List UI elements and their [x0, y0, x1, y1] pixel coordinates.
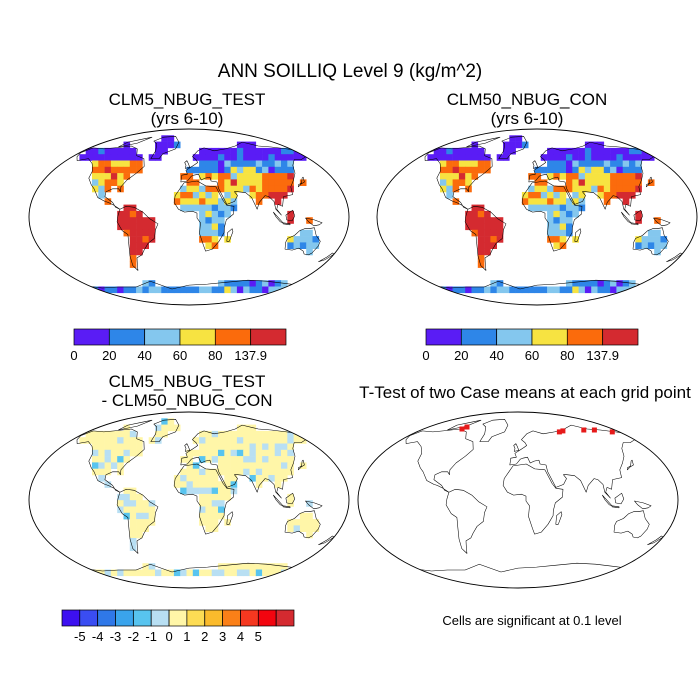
colorbar-tick-label: 137.9: [586, 348, 619, 363]
colorbar-box: [531, 328, 568, 346]
colorbar-box: [150, 609, 170, 627]
main-title: ANN SOILLIQ Level 9 (kg/m^2): [217, 61, 483, 82]
colorbar-box: [97, 609, 116, 627]
panel-title-control-line2: (yrs 6-10): [490, 109, 564, 129]
map-ttest: [357, 411, 679, 589]
colorbar-box: [186, 609, 206, 627]
panel-title-control: CLM50_NBUG_CON (yrs 6-10): [362, 90, 692, 128]
colorbar-box: [115, 609, 134, 627]
colorbar-test: 0 20 40 60 80 137.9: [70, 328, 287, 363]
colorbar-box: [425, 328, 462, 346]
colorbar-tick-label: 60: [525, 348, 539, 363]
colorbar-tick-label: 80: [560, 348, 574, 363]
colorbar-box: [61, 609, 81, 627]
colorbar-tick-label: 137.9: [234, 348, 267, 363]
colorbar-tick-label: 1: [183, 629, 190, 644]
panel-title-control-line1: CLM50_NBUG_CON: [446, 90, 608, 109]
colorbar-box: [566, 328, 603, 346]
colorbar-box: [240, 609, 259, 627]
colorbar-tick-label: 0: [70, 348, 77, 363]
colorbar-tick-label: 0: [165, 629, 172, 644]
colorbar-box: [496, 328, 533, 346]
panel-title-difference-line2: - CLM50_NBUG_CON: [101, 391, 273, 411]
colorbar-box: [602, 328, 639, 346]
colorbar-box: [179, 328, 216, 346]
panel-title-ttest: T-Test of two Case means at each grid po…: [359, 383, 691, 402]
map-control: [376, 128, 698, 306]
colorbar-tick-label: 60: [173, 348, 187, 363]
colorbar-box: [222, 609, 241, 627]
colorbar-tick-label: -4: [92, 629, 104, 644]
colorbar-box: [144, 328, 181, 346]
colorbar-tick-label: -5: [74, 629, 86, 644]
colorbar-box: [257, 609, 277, 627]
colorbar-tick-label: 5: [255, 629, 262, 644]
panel-title-difference: CLM5_NBUG_TEST - CLM50_NBUG_CON: [22, 372, 352, 410]
colorbar-box: [275, 609, 295, 627]
colorbar-tick-label: 40: [137, 348, 151, 363]
significance-note: Cells are significant at 0.1 level: [442, 613, 622, 628]
colorbar-tick-label: 20: [454, 348, 468, 363]
colorbar-control: 0 20 40 60 80 137.9: [422, 328, 639, 363]
colorbar-tick-label: -2: [128, 629, 140, 644]
colorbar-tick-label: 20: [102, 348, 116, 363]
colorbar-box: [460, 328, 497, 346]
map-difference: [28, 411, 350, 589]
colorbar-tick-label: 3: [219, 629, 226, 644]
colorbar-difference: -5 -4 -3 -2 -1 0 1 2 3 4 5: [61, 609, 295, 644]
panel-title-difference-line1: CLM5_NBUG_TEST: [108, 372, 266, 391]
colorbar-box: [250, 328, 287, 346]
colorbar-tick-label: 40: [489, 348, 503, 363]
colorbar-tick-label: -3: [110, 629, 122, 644]
colorbar-tick-label: 80: [208, 348, 222, 363]
colorbar-tick-label: 0: [422, 348, 429, 363]
colorbar-box: [108, 328, 145, 346]
colorbar-box: [133, 609, 152, 627]
map-test: [28, 128, 350, 306]
panel-title-test-line2: (yrs 6-10): [150, 109, 224, 129]
colorbar-box: [214, 328, 251, 346]
colorbar-tick-label: 4: [237, 629, 244, 644]
panel-title-test-line1: CLM5_NBUG_TEST: [108, 90, 266, 109]
colorbar-box: [79, 609, 98, 627]
colorbar-tick-label: 2: [201, 629, 208, 644]
panel-title-test: CLM5_NBUG_TEST (yrs 6-10): [22, 90, 352, 128]
colorbar-box: [204, 609, 223, 627]
colorbar-box: [73, 328, 110, 346]
colorbar-tick-label: -1: [145, 629, 157, 644]
colorbar-box: [168, 609, 188, 627]
